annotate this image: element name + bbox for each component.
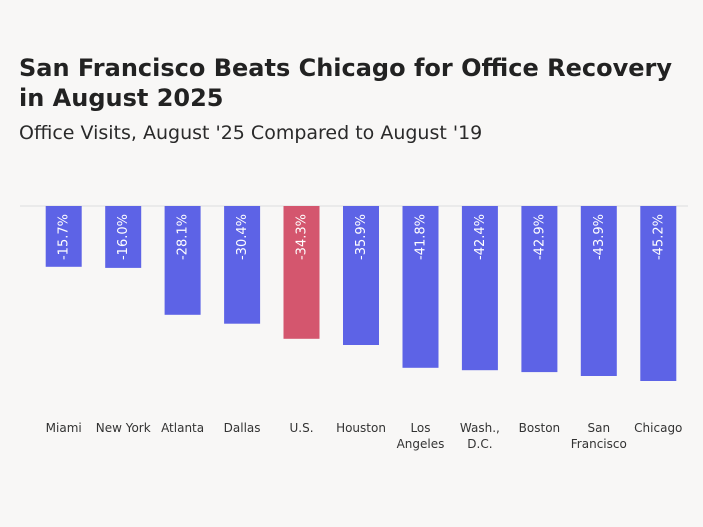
bar-dallas[interactable] bbox=[224, 206, 261, 324]
bar-value-label: -34.3% bbox=[295, 214, 310, 260]
category-label: Miami bbox=[46, 421, 82, 435]
bar-atlanta[interactable] bbox=[164, 206, 201, 315]
bar-value-label: -16.0% bbox=[116, 214, 131, 260]
bar-value-label: -15.7% bbox=[57, 214, 72, 260]
bar-boston[interactable] bbox=[521, 206, 558, 373]
category-label: Houston bbox=[336, 421, 386, 435]
chart-subtitle: Office Visits, August '25 Compared to Au… bbox=[19, 122, 483, 144]
chart-title: San Francisco Beats Chicago for Office R… bbox=[19, 54, 672, 112]
category-label: U.S. bbox=[289, 421, 313, 435]
bar-value-label: -45.2% bbox=[651, 214, 666, 260]
bar-value-label: -42.9% bbox=[532, 214, 547, 260]
category-label: Wash., D.C. bbox=[460, 421, 500, 451]
bar-value-label: -30.4% bbox=[235, 214, 250, 260]
bar-miami[interactable] bbox=[45, 206, 82, 267]
bar-chicago[interactable] bbox=[640, 206, 677, 381]
bar-value-label: -41.8% bbox=[413, 214, 428, 260]
category-label: Chicago bbox=[634, 421, 682, 435]
bar-wash-d-c[interactable] bbox=[461, 206, 498, 371]
category-label: San Francisco bbox=[571, 421, 627, 451]
bar-houston[interactable] bbox=[343, 206, 379, 345]
bar-value-label: -28.1% bbox=[176, 214, 191, 260]
bar-u-s[interactable] bbox=[283, 206, 320, 339]
category-label: New York bbox=[96, 421, 151, 435]
bar-san-francisco[interactable] bbox=[580, 206, 617, 376]
category-label: Atlanta bbox=[161, 421, 204, 435]
bar-value-label: -35.9% bbox=[354, 214, 369, 260]
category-label: Dallas bbox=[224, 421, 261, 435]
bar-new-york[interactable] bbox=[105, 206, 142, 268]
bar-value-label: -43.9% bbox=[592, 214, 607, 260]
bar-value-label: -42.4% bbox=[473, 214, 488, 260]
category-label: Los Angeles bbox=[397, 421, 445, 451]
bar-los-angeles[interactable] bbox=[402, 206, 439, 368]
category-label: Boston bbox=[519, 421, 560, 435]
